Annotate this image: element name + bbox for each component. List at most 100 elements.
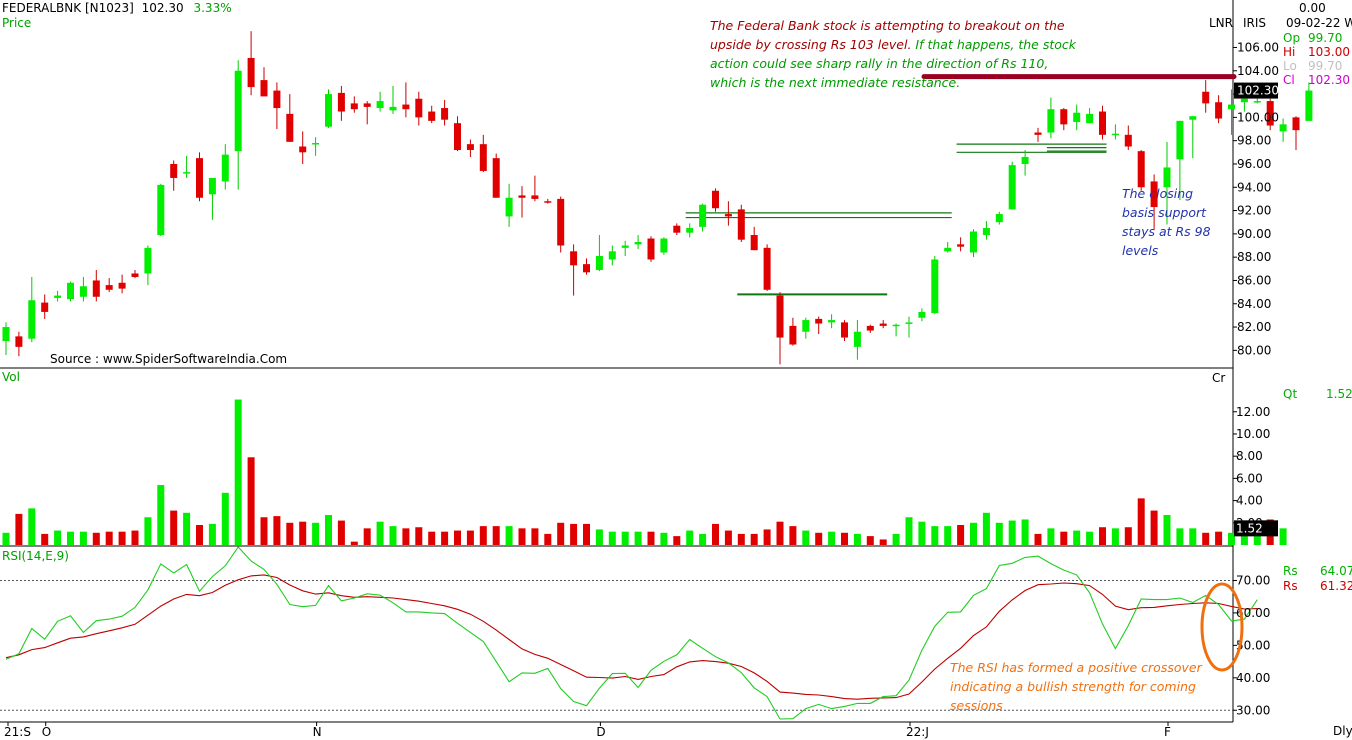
volume-bar [234, 399, 242, 545]
time-tick-label: N [313, 725, 322, 739]
lnr-label[interactable]: LNR [1209, 16, 1233, 30]
volume-bar [1137, 498, 1145, 545]
candle-body [982, 228, 990, 236]
candle-body [221, 154, 229, 182]
breakout-annotation-red: The Federal Bank stock is attempting to … [710, 18, 1065, 52]
candle-body [647, 238, 655, 260]
panel-frame [0, 0, 1234, 723]
candle-body [892, 324, 900, 327]
candle-body [737, 209, 745, 240]
candle-body [118, 282, 126, 289]
volume-bar [441, 531, 449, 545]
candle-body [1202, 91, 1210, 104]
volume-bar [454, 530, 461, 545]
volume-bar [1111, 528, 1119, 545]
candle-body [1150, 181, 1158, 208]
price-panel-label: Price [2, 16, 32, 30]
candle-body [41, 302, 49, 312]
candle-body [350, 103, 358, 110]
candle-body [415, 98, 423, 118]
time-tick-label: 21:S [4, 725, 31, 739]
candle-body [802, 320, 810, 332]
low-value: 99.70 [1308, 59, 1343, 73]
volume-bar [789, 526, 797, 545]
volume-bar [802, 530, 810, 545]
rsi-signal-label: Rs [1283, 579, 1298, 593]
volume-bar [544, 533, 552, 545]
candle-body [1253, 101, 1261, 103]
period-label[interactable]: Dly [1333, 724, 1352, 738]
candle-body [208, 177, 216, 195]
change-percent: 3.33% [193, 1, 232, 15]
candlesticks [2, 31, 1313, 365]
price-tick-label: 90.00 [1237, 227, 1271, 241]
volume-bar [1008, 520, 1016, 545]
candle-body [1060, 109, 1068, 125]
volume-panel-label: Vol [2, 370, 20, 384]
volume-bar [699, 533, 707, 545]
candle-body [1008, 165, 1016, 210]
candle-body [815, 318, 823, 324]
candle-body [196, 158, 203, 198]
symbol-name: FEDERALBNK [N1023] [2, 1, 134, 15]
price-tick-label: 104.00 [1237, 64, 1279, 78]
rsi-tick-label: 60.00 [1236, 606, 1270, 620]
candle-body [260, 80, 268, 97]
rsi-highlight-circle [1200, 582, 1244, 672]
price-tick-label: 88.00 [1237, 250, 1271, 264]
time-tick-label: D [596, 725, 605, 739]
candle-body [337, 92, 345, 112]
close-label: Cl [1283, 73, 1295, 87]
volume-bar [299, 521, 307, 545]
price-tick-label: 94.00 [1237, 180, 1271, 194]
volume-bar [853, 533, 861, 545]
last-price-box [1234, 82, 1278, 99]
volume-bar [466, 530, 474, 545]
qt-label: Qt [1283, 387, 1298, 401]
candle-body [2, 327, 10, 342]
last-price-label: 102.30 [1237, 84, 1279, 98]
candle-body [1111, 133, 1119, 136]
volume-bar [170, 510, 178, 545]
volume-bar [608, 531, 616, 545]
candle-body [247, 57, 255, 88]
candle-body [1292, 117, 1300, 131]
volume-bar [737, 533, 745, 545]
volume-bar [325, 515, 332, 545]
volume-bar [776, 521, 784, 545]
volume-bar [531, 528, 539, 545]
price-tick-label: 98.00 [1237, 134, 1271, 148]
candle-body [712, 190, 719, 209]
volume-bar [750, 533, 758, 545]
volume-bar [363, 528, 371, 545]
price-tick-label: 92.00 [1237, 204, 1271, 218]
candle-body [1047, 109, 1055, 133]
support-annotation: The closing basis support stays at Rs 98… [1122, 186, 1211, 258]
candle-body [621, 245, 629, 248]
price-tick-label: 80.00 [1237, 343, 1271, 357]
candle-body [441, 108, 449, 120]
price-tick-label: 84.00 [1237, 297, 1271, 311]
volume-bar [918, 521, 926, 545]
volume-bar [982, 512, 990, 545]
iris-label[interactable]: IRIS [1243, 16, 1267, 30]
volume-bar [1047, 528, 1055, 545]
volume-bar [1034, 533, 1042, 545]
open-value: 99.70 [1308, 31, 1343, 45]
volume-bar [1176, 528, 1184, 545]
candle-body [183, 172, 191, 174]
candle-body [853, 331, 861, 347]
rsi-tick-label: 70.00 [1236, 573, 1270, 587]
volume-bar [350, 541, 358, 545]
candle-body [957, 244, 965, 247]
volume-bar [1060, 531, 1068, 545]
high-value: 103.00 [1308, 45, 1350, 59]
candle-body [995, 214, 1003, 223]
candle-body [1266, 101, 1274, 126]
candle-body [686, 228, 694, 233]
volume-bar [247, 457, 255, 545]
candle-body [286, 113, 294, 142]
volume-bar [505, 526, 513, 545]
indicator-zero: 0.00 [1299, 1, 1326, 15]
candle-body [363, 103, 371, 107]
